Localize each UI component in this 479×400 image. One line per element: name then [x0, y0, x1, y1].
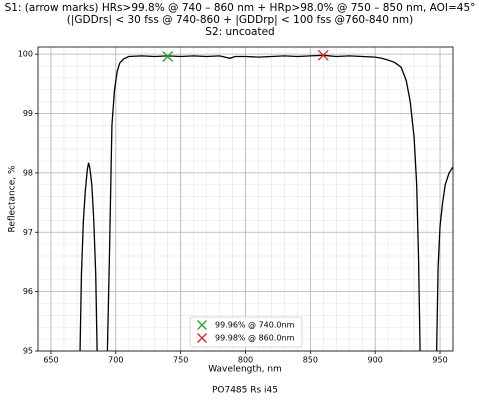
legend — [189, 316, 303, 348]
x-tick-label: 900 — [368, 356, 383, 365]
y-axis-label: Reflectance, % — [8, 165, 18, 232]
line-series — [79, 54, 453, 351]
footer: PO7485 Rs i45 — [212, 386, 278, 396]
legend-label: 99.96% @ 740.0nm — [215, 321, 295, 330]
marker-glyph — [317, 49, 329, 61]
y-tick-label: 98 — [23, 168, 33, 177]
y-tick-label: 99 — [23, 109, 33, 118]
legend-swatch — [197, 333, 207, 343]
marker-glyph — [197, 320, 207, 330]
y-tick-label: 97 — [23, 228, 33, 237]
x-tick-label: 800 — [238, 356, 253, 365]
x-tick-label: 950 — [432, 356, 447, 365]
legend-label: 99.98% @ 860.0nm — [215, 334, 295, 343]
legend-swatch — [197, 320, 207, 330]
chart-title: S2: uncoated — [205, 26, 274, 38]
x-tick-label: 750 — [173, 356, 188, 365]
y-tick-label: 95 — [23, 347, 33, 356]
marker — [317, 49, 329, 61]
y-tick-label: 96 — [23, 287, 33, 296]
chart-title: S1: (arrow marks) HRs>99.8% @ 740 – 860 … — [5, 2, 476, 14]
marker — [162, 51, 174, 62]
x-axis-label: Wavelength, nm — [208, 365, 282, 375]
marker-glyph — [162, 51, 174, 62]
x-tick-label: 700 — [108, 356, 123, 365]
chart-title: (|GDDrs| < 30 fss @ 740-860 + |GDDrp| < … — [67, 14, 413, 26]
x-tick-label: 650 — [43, 356, 58, 365]
plot-area — [79, 54, 453, 351]
y-tick-label: 100 — [18, 50, 33, 59]
x-tick-label: 850 — [303, 356, 318, 365]
marker-glyph — [197, 333, 207, 343]
outer-frame — [37, 46, 454, 352]
